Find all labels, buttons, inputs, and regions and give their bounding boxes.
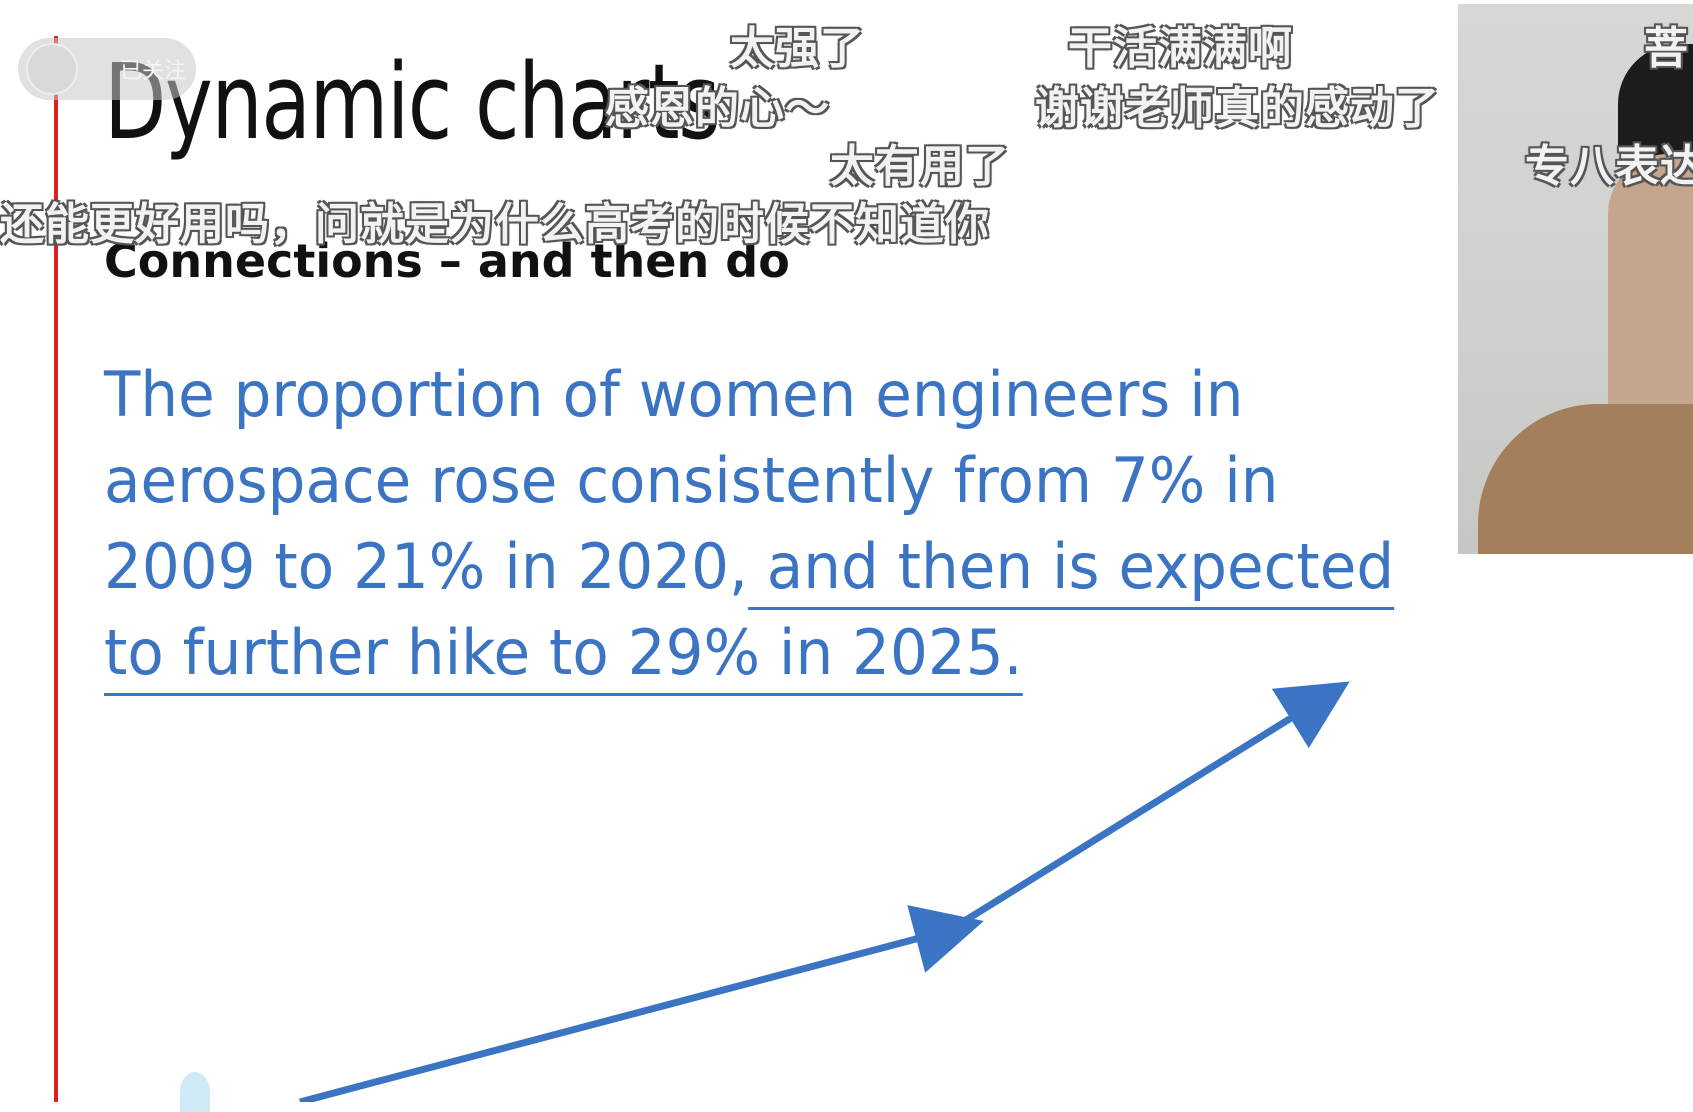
corner-shape	[180, 1072, 210, 1112]
follow-label: 已关注	[120, 59, 187, 84]
sentence-line-3-plain: 2009 to 21% in 2020,	[104, 530, 748, 603]
sentence-line-3: 2009 to 21% in 2020, and then is expecte…	[104, 524, 1395, 610]
danmaku-comment: 专八表达	[1525, 141, 1693, 192]
sentence-line-1: The proportion of women engineers in	[104, 358, 1244, 431]
danmaku-comment: 干活满满啊	[1068, 23, 1293, 74]
sentence-line-3-underlined: and then is expected	[747, 530, 1395, 610]
danmaku-comment: 感恩的心～	[605, 83, 830, 134]
danmaku-comment: 太强了	[730, 23, 865, 74]
danmaku-comment: 还能更好用吗，问就是为什么高考的时候不知道你	[0, 199, 990, 250]
slide-title: Dynamic charts	[104, 41, 720, 163]
red-margin-line	[54, 36, 58, 1102]
danmaku-comment: 谢谢老师真的感动了	[1035, 83, 1440, 134]
sentence-line-4-underlined: to further hike to 29% in 2025.	[104, 616, 1023, 696]
sentence-line-2: aerospace rose consistently from 7% in	[104, 444, 1279, 517]
sentence-line-4: to further hike to 29% in 2025.	[104, 610, 1352, 696]
person-shirt	[1478, 404, 1693, 554]
danmaku-comment: 太有用了	[830, 141, 1010, 192]
danmaku-comment: 菩	[1644, 23, 1689, 74]
follow-button[interactable]: 已关注	[18, 38, 196, 100]
user-avatar-icon	[26, 43, 78, 95]
trend-arrow-segment-1	[299, 905, 984, 1102]
slide-subtitle: Connections – and then do	[104, 234, 790, 288]
handwritten-sentence: The proportion of women engineers in aer…	[104, 352, 1404, 696]
webcam-feed	[1458, 4, 1693, 554]
trend-arrow-segment-2	[948, 681, 1350, 933]
